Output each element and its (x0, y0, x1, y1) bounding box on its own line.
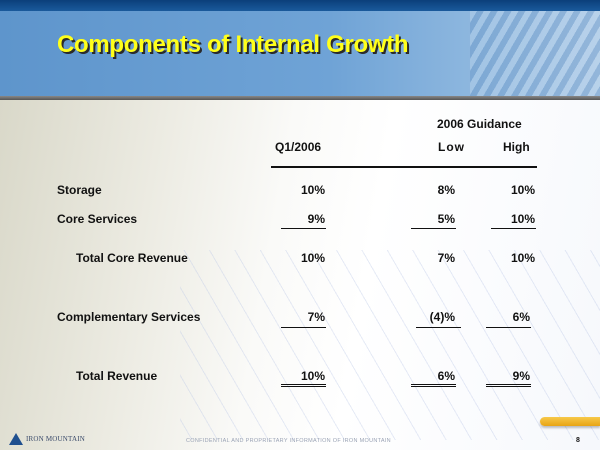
header-underline (271, 166, 537, 168)
double-underline-total-q1 (281, 384, 326, 387)
pencil-decoration (540, 417, 600, 426)
double-underline-total-low (411, 384, 456, 387)
iron-mountain-logo: IRON MOUNTAIN (9, 433, 85, 445)
underline-comp-high (486, 327, 531, 328)
cell-core-low: 5% (437, 212, 455, 226)
cell-total-rev-high: 9% (512, 369, 530, 383)
logo-text: IRON MOUNTAIN (26, 435, 86, 443)
header-rule (0, 96, 600, 100)
cell-storage-low: 8% (437, 183, 455, 197)
cell-comp-q1: 7% (307, 310, 325, 324)
cell-total-core-high: 10% (510, 251, 535, 265)
row-label-complementary-services: Complementary Services (57, 310, 201, 324)
underline-core-high (491, 228, 536, 229)
row-label-total-core-revenue: Total Core Revenue (76, 251, 188, 265)
cell-core-q1: 9% (307, 212, 325, 226)
cell-core-high: 10% (510, 212, 535, 226)
double-underline-total-high (486, 384, 531, 387)
col-header-q1: Q1/2006 (275, 140, 322, 154)
col-header-high: High (503, 140, 530, 154)
underline-core-low (411, 228, 456, 229)
cell-comp-low: (4)% (429, 310, 455, 324)
row-label-storage: Storage (57, 183, 102, 197)
cell-total-rev-q1: 10% (300, 369, 325, 383)
cell-storage-q1: 10% (300, 183, 325, 197)
top-bar (0, 0, 600, 11)
background-pattern (180, 250, 600, 440)
row-label-total-revenue: Total Revenue (76, 369, 158, 383)
slide-background (0, 100, 600, 450)
confidential-notice: CONFIDENTIAL AND PROPRIETARY INFORMATION… (186, 438, 391, 444)
cell-storage-high: 10% (510, 183, 535, 197)
mountain-icon (9, 433, 23, 445)
col-header-low: Low (438, 140, 465, 154)
slide-title: Components of Internal Growth (57, 31, 409, 58)
page-number: 8 (576, 437, 580, 444)
cell-total-core-q1: 10% (300, 251, 325, 265)
underline-comp-q1 (281, 327, 326, 328)
cell-total-rev-low: 6% (437, 369, 455, 383)
underline-core-q1 (281, 228, 326, 229)
cell-total-core-low: 7% (437, 251, 455, 265)
slide-header: Components of Internal Growth (0, 11, 600, 96)
guidance-header: 2006 Guidance (437, 117, 522, 131)
header-decoration (470, 11, 600, 96)
row-label-core-services: Core Services (57, 212, 138, 226)
cell-comp-high: 6% (512, 310, 530, 324)
underline-comp-low (416, 327, 461, 328)
